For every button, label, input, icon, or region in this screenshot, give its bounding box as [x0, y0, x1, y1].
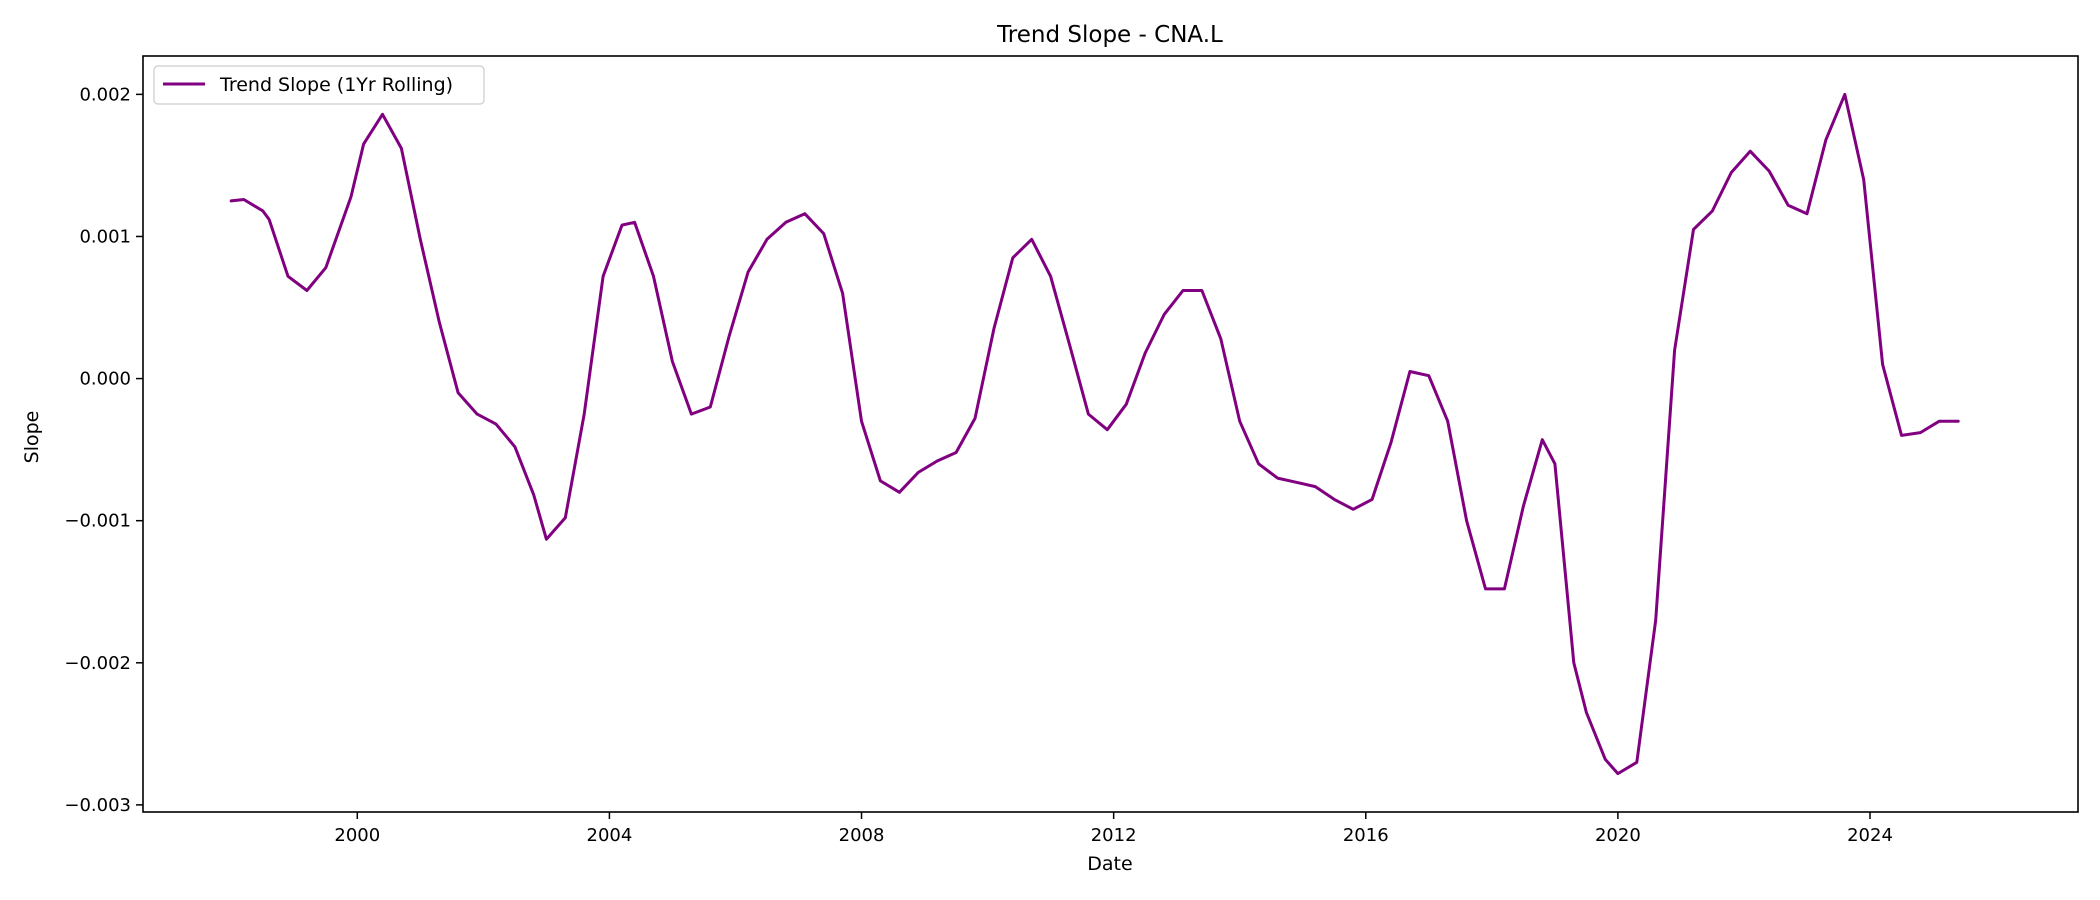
y-tick-label: −0.002 [64, 653, 131, 674]
legend-frame [153, 65, 485, 105]
plot-frame [142, 55, 2079, 813]
x-tick-label: 2020 [1595, 825, 1641, 846]
x-axis: 2000 2004 2008 2012 2016 2020 2024 [334, 812, 1893, 846]
y-tick-label: 0.000 [79, 369, 131, 390]
x-tick-label: 2000 [334, 825, 380, 846]
y-tick-label: 0.002 [79, 84, 131, 105]
x-axis-label: Date [1087, 853, 1132, 875]
x-tick-label: 2012 [1091, 825, 1137, 846]
x-tick-label: 2024 [1847, 825, 1893, 846]
series-line-0 [229, 92, 1960, 776]
y-tick-label: 0.001 [79, 226, 131, 247]
x-tick-label: 2004 [587, 825, 633, 846]
y-tick-label: −0.003 [64, 795, 131, 816]
x-tick-label: 2008 [839, 825, 885, 846]
y-axis-label: Slope [21, 411, 43, 464]
x-tick-label: 2016 [1343, 825, 1389, 846]
y-axis: 0.002 0.001 0.000 −0.001 −0.002 −0.003 [64, 84, 143, 816]
plot-area [229, 92, 1960, 776]
legend: Trend Slope (1Yr Rolling) [153, 65, 485, 105]
legend-entry-label: Trend Slope (1Yr Rolling) [219, 74, 453, 96]
y-tick-label: −0.001 [64, 511, 131, 532]
chart-title: Trend Slope - CNA.L [996, 22, 1223, 48]
